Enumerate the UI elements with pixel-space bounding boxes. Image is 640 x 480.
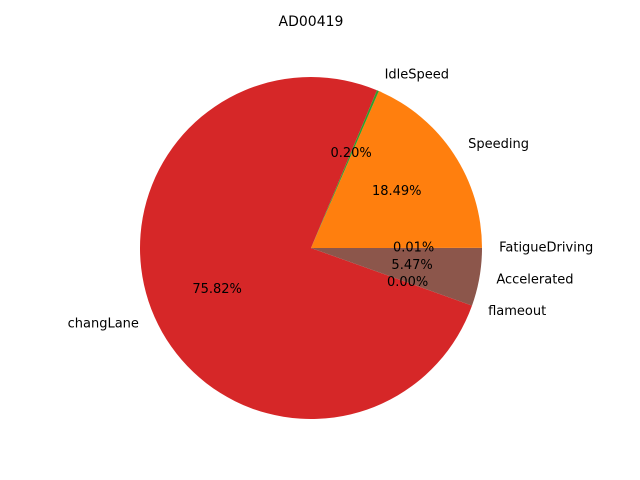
slice-label-accelerated: Accelerated	[496, 273, 573, 288]
slice-percent-flameout: 0.00%	[387, 275, 428, 290]
slice-label-fatigue-driving: FatigueDriving	[499, 240, 593, 255]
slice-label-idle-speed: IdleSpeed	[385, 67, 449, 82]
pie-slice-chang-lane	[139, 77, 472, 419]
pie-slice-speeding	[311, 91, 482, 248]
slice-percent-fatigue-driving: 0.01%	[393, 240, 434, 255]
slice-percent-idle-speed: 0.20%	[330, 146, 371, 161]
pie-slice-idle-speed	[311, 90, 379, 248]
slice-percent-speeding: 18.49%	[372, 184, 422, 199]
slice-percent-chang-lane: 75.82%	[192, 282, 242, 297]
slice-percent-accelerated: 5.47%	[391, 258, 432, 273]
slice-label-flameout: flameout	[488, 304, 546, 319]
slice-label-speeding: Speeding	[468, 137, 529, 152]
slice-label-chang-lane: changLane	[68, 316, 139, 331]
pie-slice-flameout	[311, 248, 472, 306]
chart-title: AD00419	[279, 14, 344, 30]
pie-slice-accelerated	[311, 248, 482, 306]
pie-labels: FatigueDriving 0.01% Speeding 18.49% IdleSpe…	[68, 67, 594, 331]
pie-slices	[139, 77, 482, 419]
